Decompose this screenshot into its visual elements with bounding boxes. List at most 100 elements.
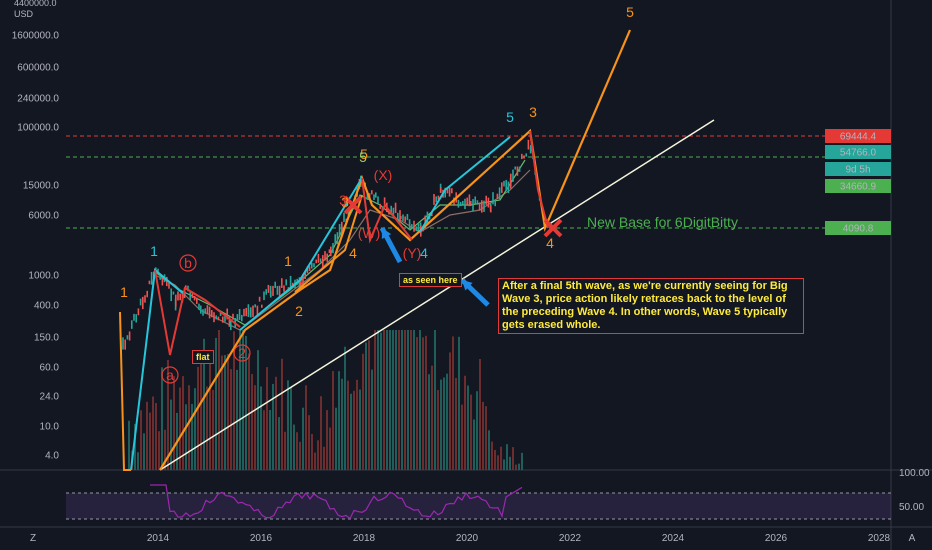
- y-tick-label: 15000.0: [23, 181, 60, 192]
- candle: [326, 253, 328, 262]
- candle: [375, 192, 377, 198]
- volume-bar: [200, 353, 202, 470]
- candle: [315, 259, 317, 264]
- candle: [131, 320, 133, 329]
- volume-bar: [383, 330, 385, 470]
- y-tick-label: 4.0: [45, 451, 59, 462]
- candle: [278, 285, 281, 298]
- volume-bar: [344, 346, 346, 470]
- candle: [304, 271, 306, 279]
- candle: [494, 199, 496, 207]
- candle: [232, 313, 234, 320]
- volume-bar: [422, 337, 424, 470]
- volume-bar: [257, 350, 259, 470]
- candle: [159, 274, 161, 280]
- volume-bar: [233, 331, 235, 470]
- candle: [300, 277, 302, 287]
- candle: [402, 214, 404, 221]
- new-base-label: New Base for 6DigitBitty: [587, 214, 738, 230]
- candle: [276, 285, 279, 295]
- volume-bar: [281, 358, 283, 470]
- candle: [261, 304, 263, 308]
- x-mark: [343, 195, 363, 215]
- candle: [208, 306, 211, 319]
- candle: [424, 215, 426, 224]
- volume-bar: [212, 389, 214, 470]
- volume-bar: [143, 433, 145, 470]
- volume-bar: [146, 401, 148, 470]
- candle: [202, 309, 204, 316]
- volume-bar: [518, 463, 520, 470]
- wave-label: 5: [360, 146, 368, 162]
- wave-label: 3: [339, 192, 347, 208]
- candle: [298, 277, 301, 289]
- y-tick-label: 60.0: [40, 363, 60, 374]
- volume-bar: [245, 335, 247, 470]
- candle: [285, 279, 287, 286]
- volume-bar: [410, 330, 412, 470]
- candle: [470, 201, 472, 206]
- wave-label: 5: [359, 149, 367, 165]
- volume-bar: [158, 431, 160, 470]
- candle: [400, 215, 402, 220]
- price-label-text: 34660.9: [840, 182, 877, 193]
- candle: [269, 285, 272, 296]
- candle: [328, 249, 331, 254]
- candle: [487, 197, 490, 208]
- candle: [481, 200, 483, 213]
- candle: [270, 291, 272, 298]
- candle: [411, 224, 413, 229]
- candle: [258, 296, 261, 302]
- volume-bar: [323, 446, 325, 470]
- volume-bar: [521, 452, 523, 470]
- volume-bar: [509, 456, 511, 470]
- volume-bar: [155, 403, 157, 470]
- volume-bar: [293, 424, 295, 470]
- candle: [161, 277, 164, 286]
- volume-bar: [359, 389, 361, 470]
- candle: [148, 280, 151, 285]
- candle: [272, 285, 274, 296]
- volume-bar: [347, 380, 349, 470]
- wave-label: 2: [238, 345, 246, 361]
- candle: [373, 194, 375, 201]
- volume-bar: [425, 335, 427, 470]
- candle: [254, 304, 256, 308]
- candle: [319, 258, 322, 263]
- candle: [250, 307, 252, 318]
- candle: [252, 305, 254, 317]
- candle: [462, 200, 464, 205]
- volume-bar: [149, 412, 151, 470]
- candle: [440, 186, 442, 193]
- volume-bar: [350, 393, 352, 470]
- volume-bar: [302, 407, 304, 470]
- candle: [485, 195, 487, 205]
- candle: [388, 209, 390, 215]
- price-label-text: 9d 5h: [845, 165, 870, 176]
- candle: [404, 216, 406, 223]
- volume-bar: [173, 376, 175, 470]
- candle: [317, 253, 320, 263]
- volume-bar: [500, 446, 502, 470]
- wave-label: 1: [284, 253, 292, 269]
- candle: [324, 251, 326, 261]
- volume-bars: [128, 330, 523, 470]
- candle: [433, 193, 435, 205]
- price-label-box: [825, 145, 891, 159]
- candle: [394, 202, 397, 214]
- candle: [289, 275, 292, 288]
- wave-line-red: [154, 269, 241, 356]
- volume-bar: [443, 377, 445, 470]
- volume-bar: [374, 330, 376, 470]
- candle: [226, 308, 228, 320]
- candle: [518, 166, 521, 172]
- volume-bar: [464, 375, 466, 470]
- candle: [498, 187, 501, 200]
- volume-bar: [305, 385, 307, 470]
- trendline: [159, 119, 715, 471]
- candle: [144, 295, 146, 303]
- volume-bar: [167, 359, 169, 470]
- candle: [466, 197, 468, 206]
- candle: [172, 291, 175, 295]
